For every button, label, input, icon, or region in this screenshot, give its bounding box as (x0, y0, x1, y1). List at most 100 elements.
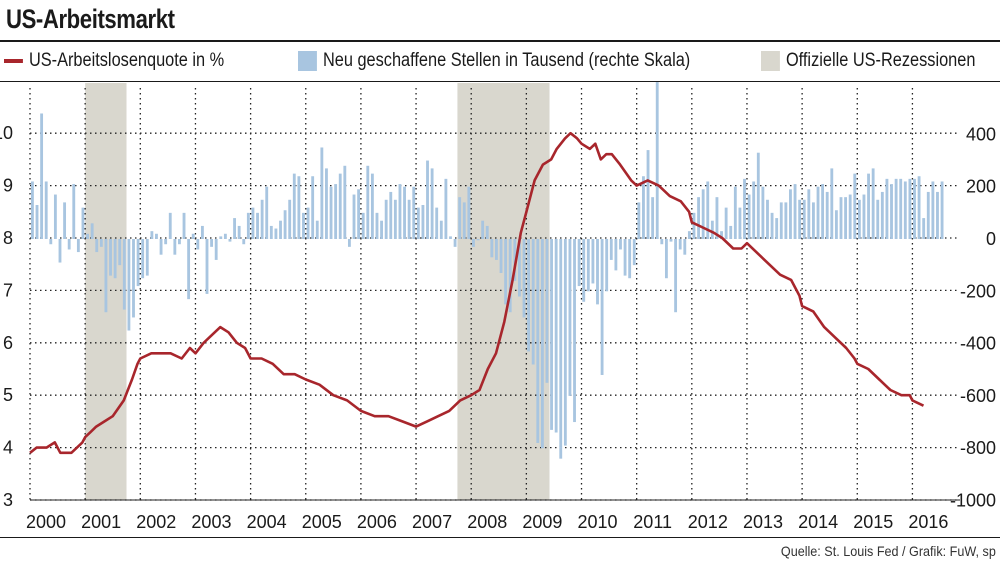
job-bar (619, 239, 622, 250)
left-axis-tick-label: 9 (3, 176, 13, 196)
job-bar (352, 194, 356, 239)
job-bar (306, 207, 310, 239)
job-bar (141, 239, 145, 279)
job-bar (540, 239, 544, 449)
job-bar (86, 233, 89, 239)
jobs-bars (31, 82, 944, 459)
x-axis-tick-label: 2011 (633, 512, 672, 532)
job-bar (311, 176, 315, 239)
job-bar (426, 160, 429, 239)
job-bar (485, 225, 489, 239)
x-axis-tick-label: 2014 (798, 512, 838, 532)
legend-rule (0, 81, 1000, 82)
job-bar (109, 239, 112, 276)
right-axis-tick-label: 400 (966, 124, 996, 144)
job-bar (687, 231, 691, 239)
job-bar (279, 220, 282, 239)
job-bar (880, 191, 884, 239)
legend: US-Arbeitslosenquote in % Neu geschaffen… (0, 50, 1000, 80)
job-bar (586, 239, 590, 292)
job-bar (237, 225, 241, 239)
axes: 3456789104002000-200-400-600-800-1000200… (0, 123, 996, 532)
job-bar (53, 194, 57, 239)
job-bar (467, 186, 471, 239)
job-bar (122, 239, 126, 310)
job-bar (922, 218, 926, 239)
job-bar (903, 181, 907, 239)
job-bar (756, 152, 760, 239)
right-axis-tick-label: -600 (960, 386, 996, 406)
job-bar (871, 168, 875, 239)
job-bar (936, 191, 939, 239)
job-bar (733, 186, 737, 239)
job-bar (205, 239, 209, 294)
job-bar (747, 194, 751, 239)
job-bar (375, 212, 379, 239)
job-bar (315, 220, 319, 239)
legend-item-jobs: Neu geschaffene Stellen in Tausend (rech… (298, 50, 690, 72)
job-bar (435, 207, 439, 239)
job-bar (31, 181, 34, 239)
job-bar (894, 178, 898, 239)
job-bar (44, 181, 48, 239)
job-bar (347, 239, 351, 247)
job-bar (802, 199, 806, 239)
job-bar (834, 210, 838, 239)
job-bar (908, 178, 912, 239)
job-bar (476, 239, 480, 241)
job-bar (876, 199, 880, 239)
job-bar (453, 239, 457, 247)
job-bar (766, 199, 769, 239)
jobs-bar-swatch (298, 51, 317, 71)
job-bar (370, 173, 374, 239)
right-axis-tick-label: 0 (986, 229, 996, 249)
job-bar (439, 220, 443, 239)
job-bar (67, 239, 71, 250)
job-bar (609, 239, 613, 260)
x-axis-tick-label: 2010 (577, 512, 617, 532)
job-bar (260, 199, 264, 239)
job-bar (674, 239, 678, 313)
job-bar (228, 239, 232, 242)
unemployment-line-group (29, 131, 925, 455)
right-axis-tick-label: -200 (960, 281, 996, 301)
x-axis-tick-label: 2000 (26, 512, 66, 532)
job-bar (380, 220, 384, 239)
x-axis-tick-label: 2003 (191, 512, 231, 532)
job-bar (104, 239, 108, 313)
job-bar (90, 223, 94, 239)
job-bar (150, 231, 154, 239)
job-bar (58, 239, 62, 263)
job-bar (490, 239, 494, 258)
job-bar (862, 194, 866, 239)
job-bar (582, 239, 586, 302)
job-bar (651, 197, 655, 239)
grid-lines (29, 88, 960, 501)
job-bar (251, 207, 255, 239)
job-bar (857, 199, 861, 239)
chart-title: US-Arbeitsmarkt (6, 4, 175, 34)
footer-rule (0, 537, 1000, 538)
job-bar (917, 176, 921, 239)
legend-item-recessions: Offizielle US-Rezessionen (761, 50, 975, 72)
job-bar (361, 212, 365, 239)
left-axis-tick-label: 8 (3, 228, 13, 248)
job-bar (536, 239, 540, 443)
job-bar (178, 239, 181, 245)
x-axis-tick-label: 2006 (357, 512, 397, 532)
job-bar (398, 184, 402, 239)
job-bar (444, 178, 448, 239)
job-bar (775, 218, 779, 239)
job-bar (343, 165, 347, 239)
job-bar (412, 186, 416, 239)
job-bar (761, 186, 765, 239)
job-bar (899, 178, 903, 239)
recession-bands (85, 83, 550, 500)
left-axis-tick-label: 3 (3, 490, 13, 510)
x-axis-tick-label: 2002 (136, 512, 176, 532)
x-axis-tick-label: 2004 (247, 512, 287, 532)
job-bar (462, 202, 466, 239)
job-bar (563, 239, 567, 446)
job-bar (191, 233, 195, 239)
unemployment-line-swatch (4, 59, 23, 63)
